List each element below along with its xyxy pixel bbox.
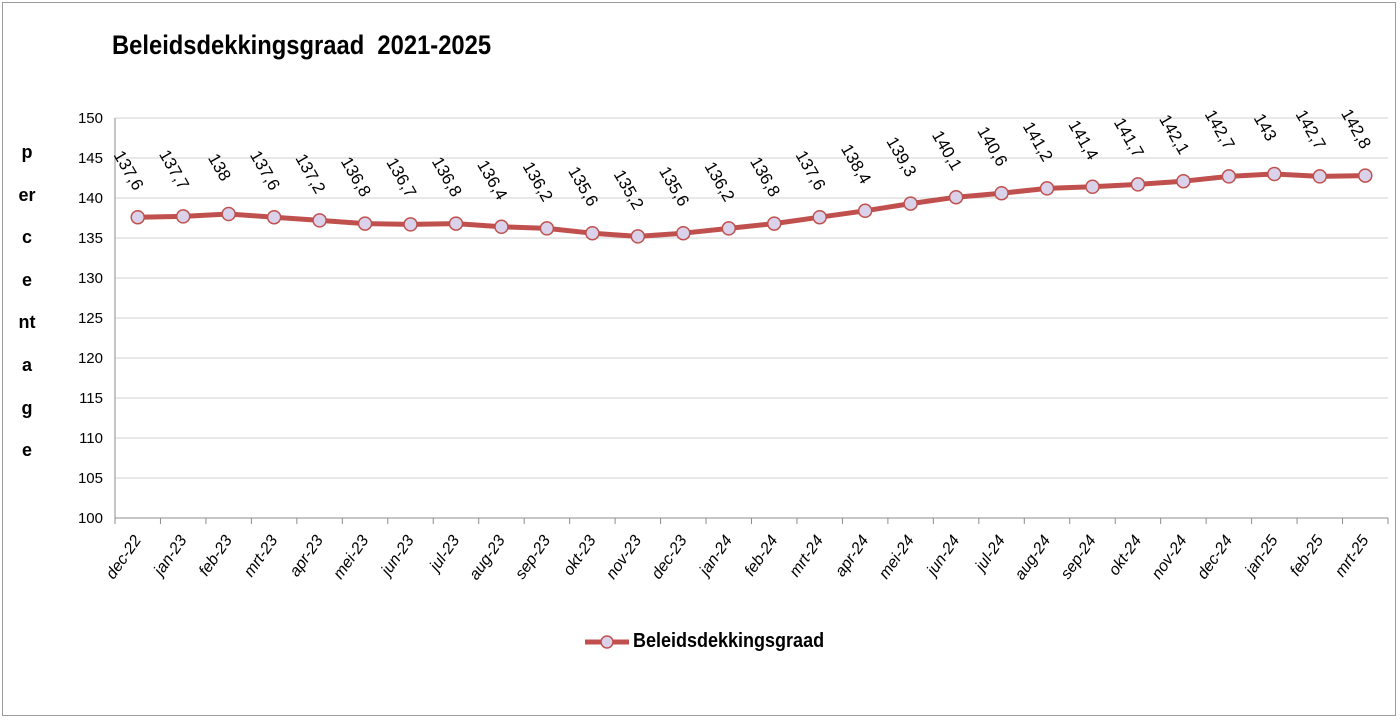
data-label: 137,6 xyxy=(246,147,284,193)
data-label: 138 xyxy=(204,150,235,184)
y-tick-label: 135 xyxy=(78,230,103,247)
x-tick-label: nov-23 xyxy=(603,532,645,582)
data-label: 136,8 xyxy=(428,154,466,200)
data-label: 143 xyxy=(1250,110,1281,144)
y-tick-label: 150 xyxy=(78,110,103,127)
y-tick-label: 145 xyxy=(78,150,103,167)
x-tick-label: mrt-23 xyxy=(241,532,281,580)
data-point xyxy=(1085,179,1100,195)
x-tick-label: sep-24 xyxy=(1058,532,1100,582)
x-tick-label: dec-23 xyxy=(649,532,691,582)
data-label: 141,4 xyxy=(1064,117,1102,163)
data-point xyxy=(357,216,373,231)
data-point xyxy=(312,213,327,228)
chart-title: Beleidsdekkingsgraad 2021-2025 xyxy=(112,30,492,60)
data-point xyxy=(1039,181,1055,196)
data-point xyxy=(1267,166,1282,182)
x-tick-label: feb-23 xyxy=(196,532,236,579)
data-label: 136,4 xyxy=(473,157,511,203)
data-point xyxy=(1221,169,1237,184)
x-tick-label: aug-24 xyxy=(1012,532,1055,583)
data-point xyxy=(857,203,873,219)
data-label: 137,2 xyxy=(291,150,329,196)
x-tick-label: mrt-24 xyxy=(787,532,827,580)
data-point xyxy=(766,216,782,231)
y-tick-label: 130 xyxy=(78,270,103,287)
data-label: 142,8 xyxy=(1337,106,1375,152)
y-tick-label: 105 xyxy=(78,470,103,487)
data-point xyxy=(130,209,145,225)
data-point xyxy=(1312,169,1328,184)
x-tick-label: jul-23 xyxy=(426,532,464,576)
x-tick-label: mrt-25 xyxy=(1332,532,1372,580)
x-tick-label: jun-23 xyxy=(377,532,418,580)
data-label: 135,2 xyxy=(610,166,648,212)
data-point xyxy=(812,209,827,225)
data-point xyxy=(903,196,918,211)
data-label: 136,7 xyxy=(382,154,420,200)
data-point xyxy=(221,206,236,222)
data-label: 136,8 xyxy=(337,154,375,200)
data-point xyxy=(403,217,418,232)
x-tick-label: sep-23 xyxy=(512,532,554,582)
data-point xyxy=(1358,168,1373,183)
data-point xyxy=(1176,173,1191,189)
x-tick-label: jan-25 xyxy=(1241,532,1282,580)
x-tick-label: feb-24 xyxy=(742,532,782,579)
series-line xyxy=(135,171,1368,239)
data-label: 142,7 xyxy=(1201,106,1239,152)
data-label: 140,1 xyxy=(928,127,966,173)
data-point xyxy=(676,225,691,241)
data-point xyxy=(448,216,464,231)
data-label: 135,6 xyxy=(564,163,602,209)
data-label: 139,3 xyxy=(883,134,921,180)
y-tick-label: 115 xyxy=(79,390,103,407)
data-point xyxy=(721,221,737,236)
x-tick-label: jul-24 xyxy=(971,532,1009,576)
legend: Beleidsdekkingsgraad xyxy=(585,630,845,653)
x-tick-label: okt-24 xyxy=(1106,532,1145,578)
y-tick-label: 140 xyxy=(78,190,103,207)
data-point xyxy=(948,189,964,205)
x-tick-label: jun-24 xyxy=(923,532,964,580)
data-point xyxy=(994,185,1009,201)
legend-swatch xyxy=(585,632,629,652)
x-tick-label: feb-25 xyxy=(1287,532,1327,579)
x-tick-label: dec-24 xyxy=(1194,532,1236,582)
x-tick-label: apr-23 xyxy=(287,532,327,579)
y-tick-label: 125 xyxy=(78,310,103,327)
y-axis-label: percentage xyxy=(18,142,36,461)
x-tick-label: aug-23 xyxy=(466,532,509,583)
data-point xyxy=(1130,177,1146,192)
data-label: 135,6 xyxy=(655,163,693,209)
x-tick-label: dec-22 xyxy=(103,532,145,582)
x-tick-label: nov-24 xyxy=(1149,532,1191,582)
data-point xyxy=(494,219,509,235)
data-point xyxy=(266,209,282,225)
x-tick-label: mei-23 xyxy=(330,532,372,582)
data-point xyxy=(630,229,646,244)
legend-label: Beleidsdekkingsgraad xyxy=(633,630,825,652)
x-tick-label: apr-24 xyxy=(832,532,872,579)
data-label: 137,6 xyxy=(792,147,830,193)
data-label: 138,4 xyxy=(837,141,875,187)
data-label: 141,7 xyxy=(1110,114,1148,160)
x-tick-label: okt-23 xyxy=(560,532,599,578)
y-tick-label: 110 xyxy=(79,430,103,447)
x-tick-label: jan-23 xyxy=(150,532,191,580)
data-label: 142,7 xyxy=(1292,106,1330,152)
data-label: 136,8 xyxy=(746,154,784,200)
data-point xyxy=(539,221,555,236)
data-label: 137,7 xyxy=(155,146,193,192)
data-point xyxy=(175,209,191,224)
y-tick-label: 120 xyxy=(78,350,103,367)
x-tick-label: mei-24 xyxy=(876,532,918,582)
x-tick-label: jan-24 xyxy=(695,532,736,580)
y-tick-label: 100 xyxy=(78,510,103,527)
data-label: 140,6 xyxy=(973,123,1011,169)
data-point xyxy=(585,225,600,241)
